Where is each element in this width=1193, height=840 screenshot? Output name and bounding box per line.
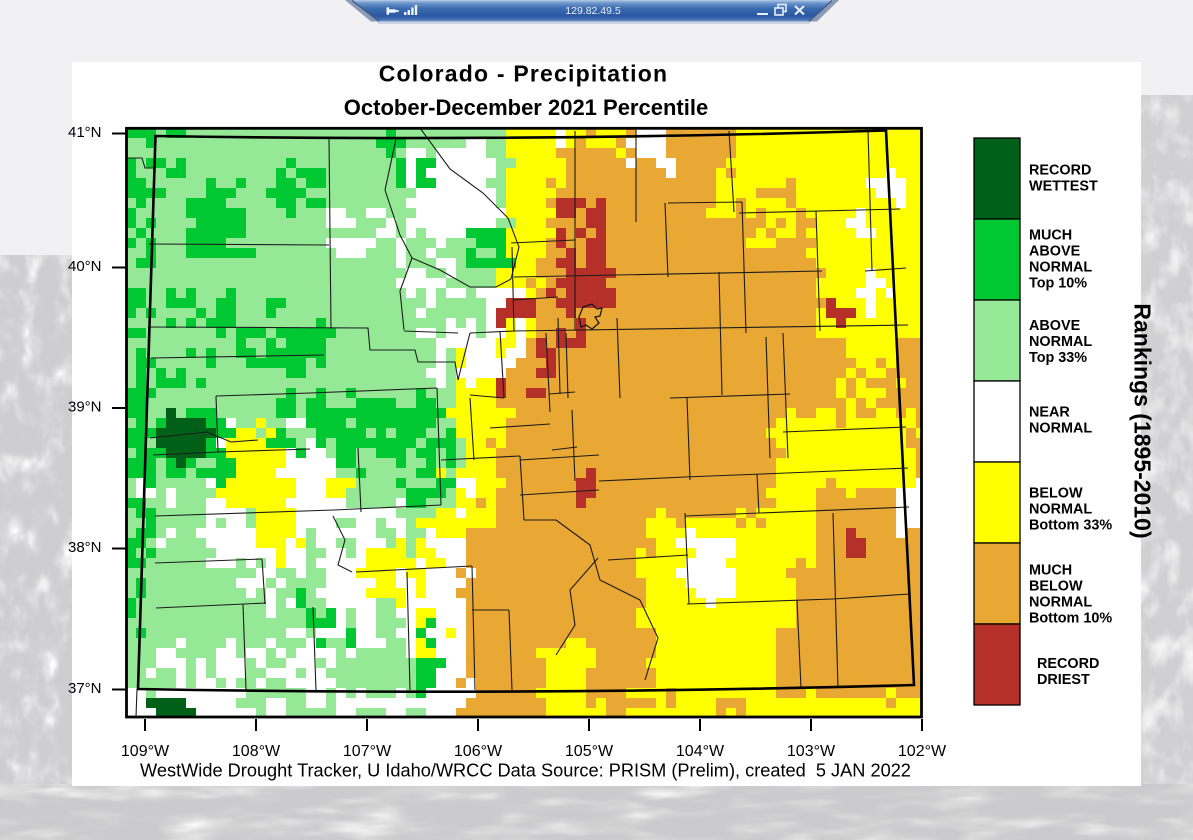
svg-text:Top 33%: Top 33%: [1029, 350, 1087, 366]
svg-text:WestWide Drought Tracker, U Id: WestWide Drought Tracker, U Idaho/WRCC D…: [140, 761, 911, 781]
svg-text:DRIEST: DRIEST: [1037, 672, 1090, 688]
svg-text:129.82.49.5: 129.82.49.5: [565, 5, 621, 17]
svg-text:39°N: 39°N: [68, 399, 102, 416]
svg-text:105°W: 105°W: [565, 743, 614, 760]
svg-text:Top 10%: Top 10%: [1029, 276, 1087, 292]
svg-text:Colorado - Precipitation: Colorado - Precipitation: [379, 61, 668, 87]
svg-text:102°W: 102°W: [898, 743, 947, 760]
svg-text:NORMAL: NORMAL: [1029, 595, 1092, 611]
svg-text:WETTEST: WETTEST: [1029, 179, 1098, 195]
svg-text:104°W: 104°W: [676, 743, 725, 760]
svg-text:41°N: 41°N: [68, 124, 102, 141]
svg-text:103°W: 103°W: [787, 743, 836, 760]
svg-text:40°N: 40°N: [68, 258, 102, 275]
svg-text:37°N: 37°N: [68, 680, 102, 697]
svg-text:NORMAL: NORMAL: [1029, 260, 1092, 276]
svg-text:RECORD: RECORD: [1029, 163, 1091, 179]
svg-text:Bottom 33%: Bottom 33%: [1029, 518, 1112, 534]
svg-text:108°W: 108°W: [232, 743, 281, 760]
svg-text:38°N: 38°N: [68, 539, 102, 556]
svg-text:MUCH: MUCH: [1029, 563, 1072, 579]
svg-text:RECORD: RECORD: [1037, 656, 1099, 672]
svg-text:BELOW: BELOW: [1029, 579, 1083, 595]
svg-text:NORMAL: NORMAL: [1029, 421, 1092, 437]
svg-text:Bottom 10%: Bottom 10%: [1029, 611, 1112, 627]
svg-text:ABOVE: ABOVE: [1029, 318, 1081, 334]
svg-text:MUCH: MUCH: [1029, 228, 1072, 244]
svg-text:Rankings (1895-2010): Rankings (1895-2010): [1130, 303, 1156, 538]
svg-text:NORMAL: NORMAL: [1029, 334, 1092, 350]
svg-text:107°W: 107°W: [343, 743, 392, 760]
svg-text:109°W: 109°W: [121, 743, 170, 760]
svg-text:106°W: 106°W: [454, 743, 503, 760]
svg-text:October-December 2021 Percenti: October-December 2021 Percentile: [344, 95, 708, 120]
svg-text:NEAR: NEAR: [1029, 405, 1070, 421]
svg-text:ABOVE: ABOVE: [1029, 244, 1081, 260]
svg-text:BELOW: BELOW: [1029, 486, 1083, 502]
svg-text:NORMAL: NORMAL: [1029, 502, 1092, 518]
